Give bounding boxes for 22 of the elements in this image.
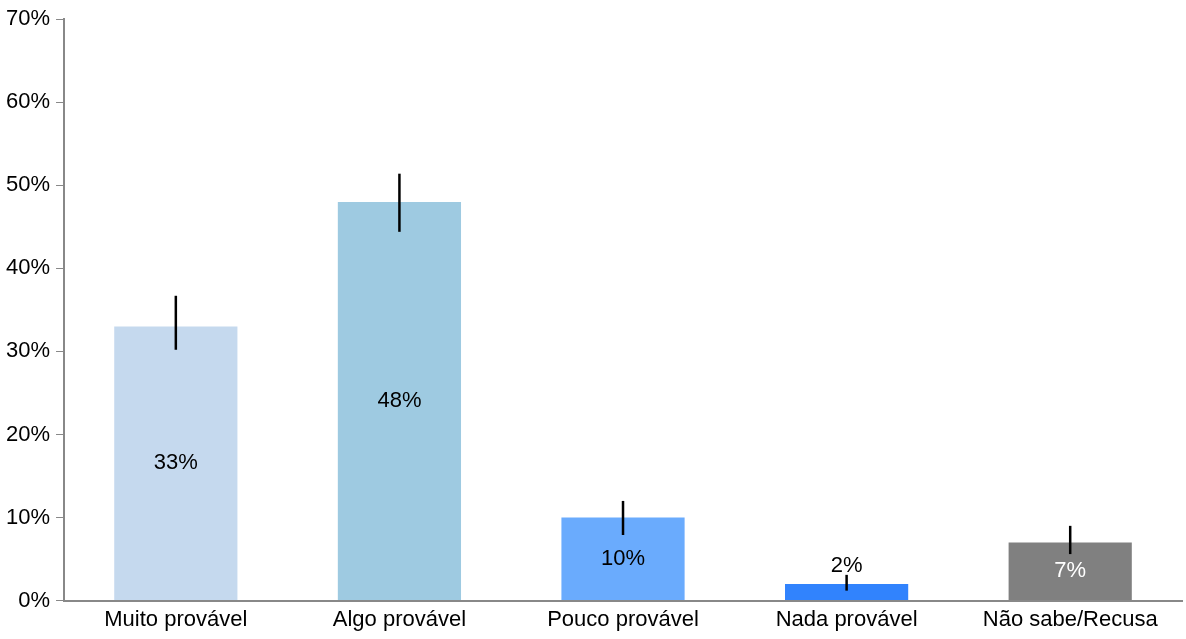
x-tick-label: Nada provável — [775, 605, 918, 631]
bar — [561, 517, 685, 601]
y-tick-label: 60% — [5, 88, 51, 114]
y-tick-label: 50% — [5, 171, 51, 197]
bar — [785, 583, 909, 601]
data-label: 48% — [377, 387, 422, 413]
data-label: 10% — [600, 544, 646, 570]
y-tick-label: 70% — [5, 5, 51, 31]
x-tick-label: Pouco provável — [547, 605, 699, 631]
x-tick-label: Algo provável — [332, 605, 467, 631]
x-tick-label: Muito provável — [104, 605, 248, 631]
x-tick-label: Não sabe/Recusa — [982, 605, 1159, 631]
y-tick-label: 10% — [5, 503, 51, 529]
data-label: 7% — [1054, 557, 1087, 583]
y-tick-label: 20% — [5, 420, 51, 446]
bar — [114, 326, 238, 601]
y-tick-label: 0% — [18, 586, 51, 612]
y-tick-label: 40% — [5, 254, 51, 280]
bar — [337, 201, 462, 601]
data-label: 2% — [830, 552, 863, 578]
y-tick-label: 30% — [5, 337, 51, 363]
data-label: 33% — [153, 449, 198, 475]
